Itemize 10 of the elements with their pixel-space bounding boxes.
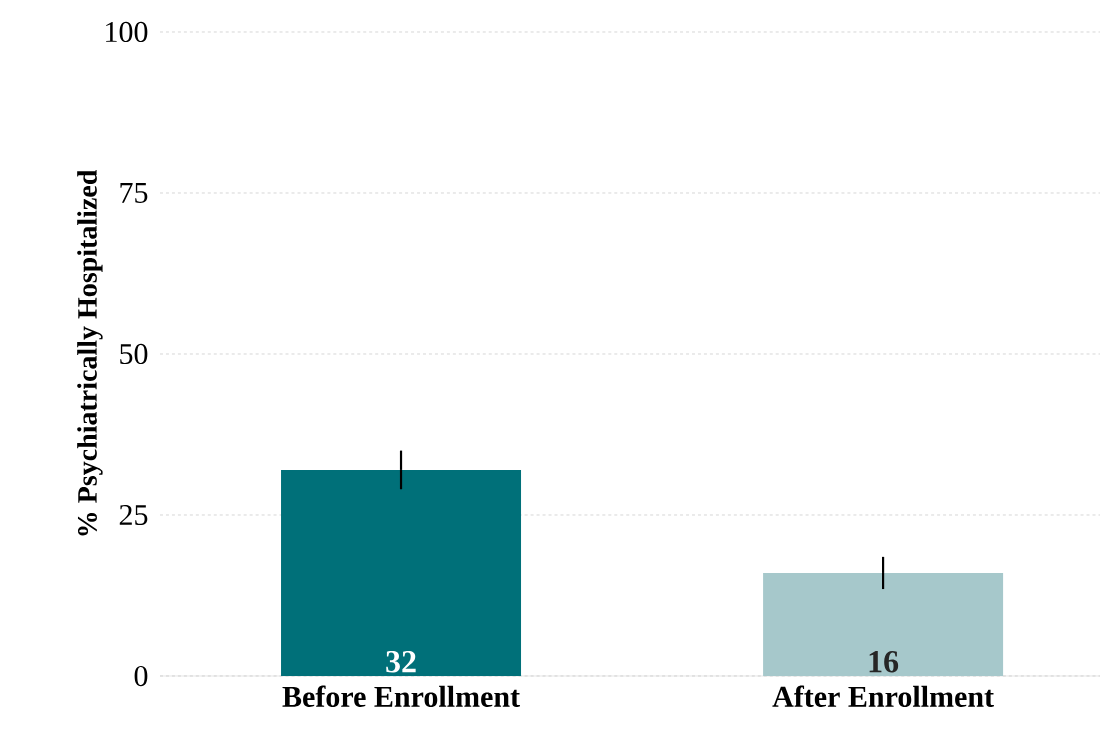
x-tick-label: After Enrollment — [772, 685, 994, 707]
data-label: 16 — [869, 650, 899, 673]
y-tick-label: 50 — [120, 343, 148, 365]
y-tick-label: 0 — [134, 665, 148, 687]
y-tick-label: 75 — [120, 183, 148, 203]
x-tick-label: Before Enrollment — [282, 685, 520, 707]
y-tick-label: 25 — [119, 504, 148, 526]
y-axis-title: % Psychiatrically Hospitalized — [77, 169, 103, 536]
data-label: 32 — [386, 650, 416, 673]
y-tick-label: 100 — [106, 21, 148, 43]
